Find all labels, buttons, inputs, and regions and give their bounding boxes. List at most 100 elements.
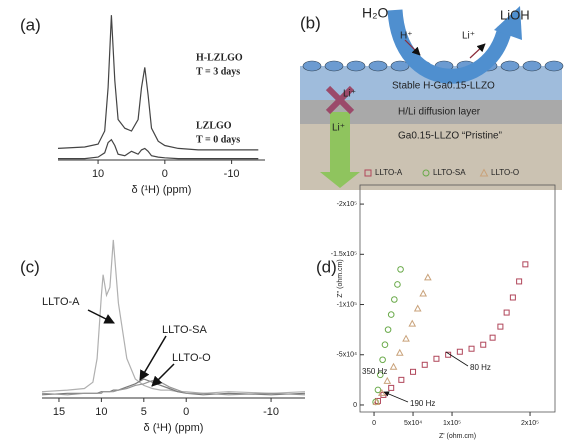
x-tick-label: 10 xyxy=(92,168,104,180)
point xyxy=(489,334,496,341)
point xyxy=(377,388,386,396)
panel-label: (c) xyxy=(20,257,40,276)
annotation-pointer xyxy=(445,351,469,367)
legend-marker xyxy=(422,169,430,177)
point xyxy=(394,281,401,288)
point xyxy=(456,348,463,355)
spectrum-line xyxy=(58,138,259,160)
point xyxy=(424,273,432,281)
point xyxy=(398,376,405,383)
diffusion-arrow xyxy=(330,112,350,174)
point xyxy=(395,348,404,356)
series-label: LLTO-O xyxy=(172,352,211,364)
point xyxy=(384,326,392,333)
plot-frame xyxy=(359,184,556,413)
spectrum-line xyxy=(41,239,306,394)
point xyxy=(381,341,389,349)
legend-marker xyxy=(364,169,372,177)
x-tick-label: 5 xyxy=(141,406,147,418)
series-label: LLTO-A xyxy=(42,296,80,308)
x-tick-label: 0 xyxy=(183,406,189,418)
annotation: 80 Hz xyxy=(470,363,491,372)
point xyxy=(497,323,504,330)
series-label: LZLGO xyxy=(196,120,232,131)
proton-label: H⁺ xyxy=(400,31,413,42)
point xyxy=(389,362,398,370)
y-tick-label: -1.5x10⁵ xyxy=(331,251,357,258)
spectrum-line xyxy=(57,15,259,151)
x-tick-label: 1x10⁵ xyxy=(443,420,461,427)
x-axis-label: δ (¹H) (ppm) xyxy=(144,422,204,434)
outflow-label: LiOH xyxy=(500,7,530,22)
point xyxy=(402,334,410,342)
x-tick-label: -10 xyxy=(263,406,279,418)
legend-marker xyxy=(479,168,489,177)
point xyxy=(391,296,398,303)
panel-label: (b) xyxy=(300,13,321,32)
y-axis-label: Z'' (ohm.cm) xyxy=(337,259,344,297)
point xyxy=(413,304,422,312)
y-tick-label: 0 xyxy=(353,402,357,409)
y-tick-label: -5x10⁴ xyxy=(336,352,357,359)
annotation: 190 Hz xyxy=(410,399,435,408)
point xyxy=(387,311,395,318)
diffusion-arrow-head xyxy=(320,172,360,188)
layer-label: H/Li diffusion layer xyxy=(398,107,481,118)
spectrum-line xyxy=(41,378,306,396)
point xyxy=(383,376,392,384)
lithium-label: Li⁺ xyxy=(462,31,475,42)
point xyxy=(516,278,523,285)
spectrum-line xyxy=(41,379,306,396)
point xyxy=(376,371,384,379)
annotation-pointer xyxy=(383,391,409,403)
flow-arrow-head xyxy=(494,6,522,40)
pointer-arrow xyxy=(87,309,115,324)
pointer-arrow xyxy=(139,335,167,381)
block-cross xyxy=(325,85,355,115)
x-tick-label: -10 xyxy=(224,168,240,180)
x-tick-label: 5x10⁴ xyxy=(404,420,422,427)
point xyxy=(374,386,382,394)
panel-label: (a) xyxy=(20,15,41,34)
point xyxy=(509,294,516,301)
pointer-arrow xyxy=(151,363,175,387)
panel-label: (d) xyxy=(316,257,337,276)
point xyxy=(410,368,417,375)
point xyxy=(372,397,381,405)
series-note: T = 3 days xyxy=(196,66,240,77)
point xyxy=(421,361,428,368)
lithium-arrow xyxy=(469,43,486,59)
point xyxy=(408,319,417,327)
x-tick-label: 0 xyxy=(162,168,168,180)
x-tick-label: 0 xyxy=(372,420,376,427)
diffusing-label: Li⁺ xyxy=(332,123,345,134)
x-tick-label: 2x10⁵ xyxy=(521,420,539,427)
point xyxy=(468,345,475,352)
legend-label: LLTO-A xyxy=(375,168,403,177)
inflow-label: H₂O xyxy=(362,5,389,21)
series-label: LLTO-SA xyxy=(162,324,207,336)
x-axis-label: Z' (ohm.cm) xyxy=(439,433,476,440)
annotation: 350 Hz xyxy=(362,367,387,376)
point xyxy=(397,266,404,273)
point xyxy=(419,289,428,297)
y-tick-label: -1x10⁵ xyxy=(337,301,358,308)
x-axis-label: δ (¹H) (ppm) xyxy=(132,184,192,196)
point xyxy=(388,384,395,391)
point xyxy=(522,261,529,268)
point xyxy=(480,341,487,348)
point xyxy=(379,356,386,364)
legend-label: LLTO-O xyxy=(491,168,519,177)
y-tick-label: -2x10⁵ xyxy=(337,201,358,208)
layer-label: Stable H-Ga0.15-LLZO xyxy=(392,81,495,92)
point xyxy=(503,309,510,316)
proton-arrow xyxy=(404,39,421,56)
legend-label: LLTO-SA xyxy=(433,168,466,177)
diagram: (b) H₂O LiOH H⁺ Li⁺ Li⁺ Li⁺ Stable H-Ga0… xyxy=(300,5,564,190)
x-tick-label: 15 xyxy=(53,406,65,418)
layer-label: Ga0.15-LLZO “Pristine” xyxy=(398,131,502,142)
blocked-label: Li⁺ xyxy=(343,89,356,100)
series-label: H-LZLGO xyxy=(196,52,243,63)
point xyxy=(433,355,440,362)
